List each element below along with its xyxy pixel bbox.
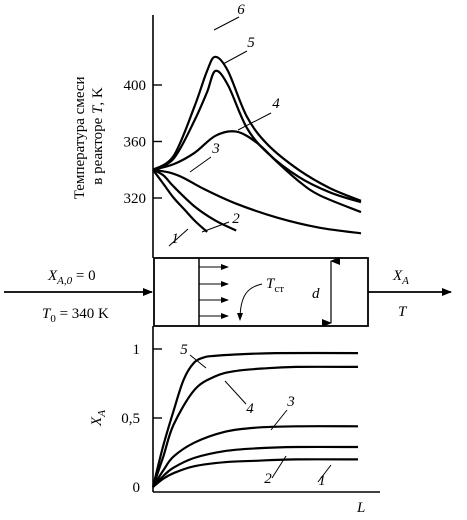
conversion-curve-2 — [152, 445, 359, 488]
temperature-curve-label-5: 5 — [247, 35, 255, 51]
temperature-tick-label: 320 — [124, 191, 147, 207]
inlet-temperature-var: T — [42, 306, 52, 322]
conversion-axis-title: XA — [89, 410, 108, 427]
temperature-curve-6 — [152, 55, 362, 202]
conversion-ticks: 00,51 — [121, 342, 162, 496]
conversion-axis-title-var: X — [89, 416, 105, 427]
conversion-curve-label-2: 2 — [264, 471, 272, 487]
diameter-label: d — [312, 286, 320, 302]
conversion-tick-label: 0,5 — [121, 411, 140, 427]
conversion-tick-label: 0 — [133, 480, 141, 496]
temperature-axis-title: Температура смеси в реакторе T, K — [72, 73, 106, 200]
reactor-diagram: XA,0 = 0 T0 = 340 K XA T Tст d — [4, 257, 452, 327]
conversion-leader-3 — [270, 409, 288, 431]
temperature-leader-2 — [201, 221, 230, 233]
temperature-axis-title-line1: Температура смеси — [72, 76, 88, 199]
temperature-curve-label-4: 4 — [272, 96, 280, 112]
temperature-axis-title-unit: , K — [90, 87, 106, 106]
temperature-curve-4 — [152, 130, 362, 214]
inlet-conversion-var: X — [47, 268, 58, 284]
outlet-conversion-label: XA — [392, 268, 409, 287]
temperature-leader-4 — [237, 112, 272, 131]
temperature-ticks: 320 360 400 — [124, 78, 162, 207]
conversion-tick-label: 1 — [133, 342, 141, 358]
conversion-leader-2 — [271, 455, 287, 479]
temperature-curve-3 — [152, 168, 362, 235]
length-axis-title: L — [356, 500, 365, 516]
wall-temperature-sub: ст — [274, 283, 284, 295]
conversion-curve-label-4: 4 — [246, 401, 254, 417]
temperature-curve-label-6: 6 — [237, 2, 245, 18]
temperature-tick-label: 400 — [124, 78, 147, 94]
conversion-curve-5 — [151, 351, 359, 488]
temperature-axis-title-var: T — [90, 104, 106, 114]
inlet-conversion-value: = 0 — [72, 268, 95, 284]
conversion-leader-4 — [224, 380, 247, 405]
temperature-curve-labels: 1 2 3 4 5 6 — [168, 2, 280, 247]
temperature-axis-title-line2: в реакторе T, K — [90, 87, 106, 185]
temperature-curve-label-1: 1 — [171, 231, 179, 247]
temperature-curve-label-3: 3 — [211, 141, 220, 157]
inlet-temperature-label: T0 = 340 K — [42, 306, 109, 325]
conversion-leader-5 — [189, 354, 207, 369]
temperature-leader-3 — [189, 156, 212, 173]
outlet-temperature-label: T — [398, 304, 408, 320]
temperature-leader-6 — [213, 16, 240, 31]
temperature-tick-label: 360 — [124, 135, 147, 151]
conversion-curve-label-5: 5 — [180, 342, 188, 358]
wall-temperature-var: T — [266, 276, 276, 292]
inlet-conversion-label: XA,0 = 0 — [47, 268, 96, 287]
conversion-curve-1 — [152, 458, 359, 488]
temperature-curve-label-2: 2 — [232, 211, 240, 227]
temperature-leader-1 — [168, 228, 189, 247]
inlet-temperature-value: = 340 K — [56, 306, 109, 322]
temperature-curve-1 — [152, 169, 208, 233]
reactor-tube — [153, 257, 369, 327]
conversion-curve-3 — [152, 425, 359, 488]
conversion-leader-1 — [317, 464, 332, 483]
temperature-curves — [152, 55, 362, 235]
outlet-conversion-var: X — [392, 268, 403, 284]
inlet-conversion-sub: A,0 — [56, 275, 72, 287]
inlet-temperature-sub: 0 — [50, 313, 56, 325]
outlet-conversion-sub: A — [401, 275, 409, 287]
wall-temperature-label: Tст — [266, 276, 284, 295]
conversion-curve-labels: 1 2 3 4 5 — [180, 342, 332, 489]
conversion-axis-title-sub: A — [96, 410, 108, 418]
conversion-curve-label-3: 3 — [286, 394, 295, 410]
conversion-curve-4 — [151, 365, 359, 488]
wall-heat-arrow — [237, 283, 263, 321]
temperature-axis-title-prefix: в реакторе — [90, 114, 106, 185]
temperature-curve-5 — [152, 69, 362, 204]
conversion-curve-label-1: 1 — [318, 473, 326, 489]
temperature-leader-5 — [222, 50, 248, 65]
temperature-curve-2 — [152, 168, 237, 232]
conversion-curves — [151, 351, 359, 488]
temperature-chart: 320 360 400 1 2 3 4 5 6 Температура смеси в реа… — [72, 2, 362, 258]
